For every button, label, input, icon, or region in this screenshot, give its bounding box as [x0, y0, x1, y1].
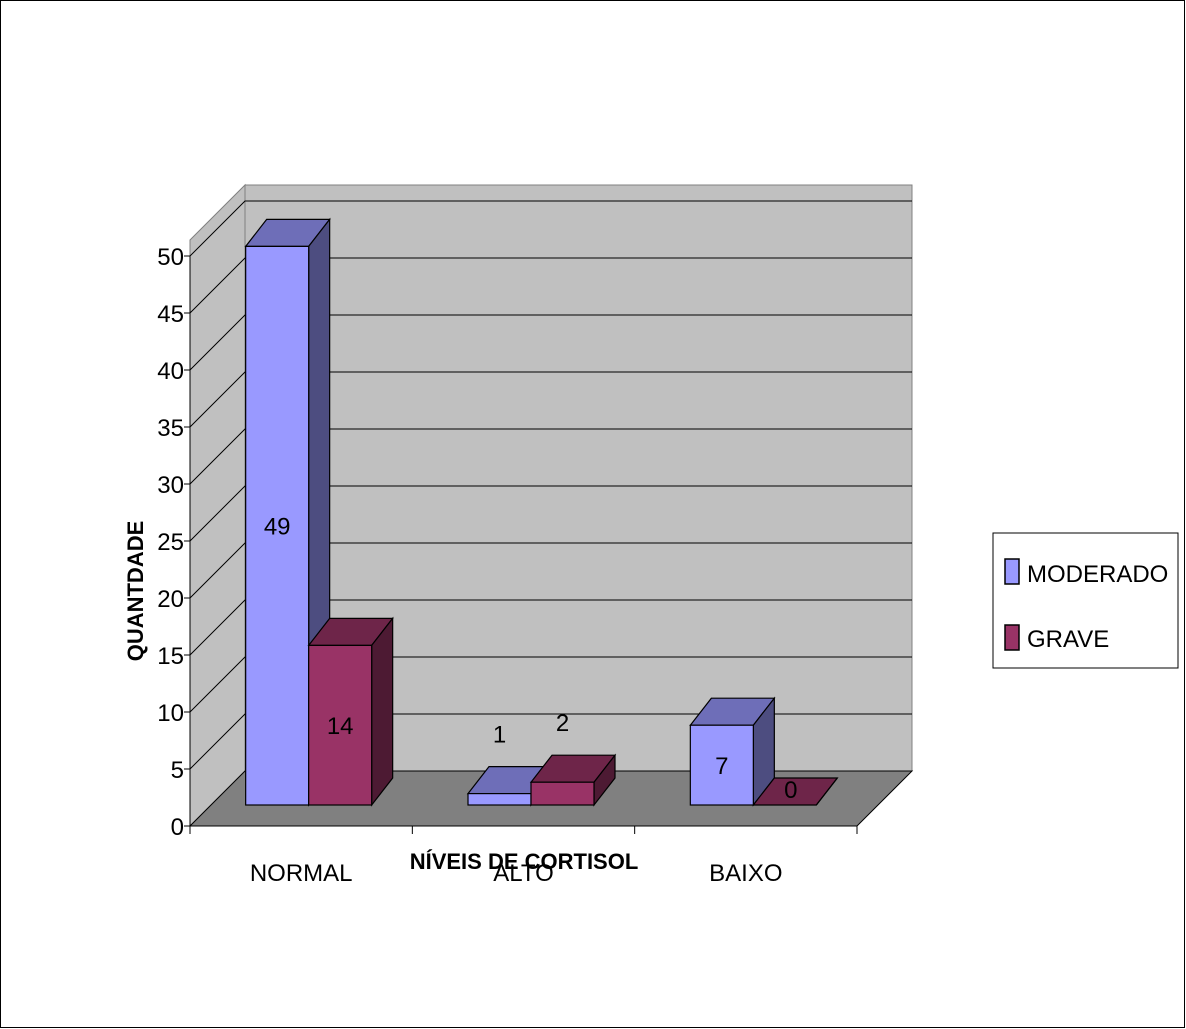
legend-label-moderado: MODERADO	[1027, 561, 1168, 588]
legend-box	[992, 532, 1179, 669]
bar-side	[371, 616, 394, 807]
data-labels: 49 14 1 2 7 0	[264, 514, 798, 804]
bar	[689, 724, 754, 806]
y-tick-label: 5	[171, 757, 184, 784]
gridline	[189, 713, 912, 770]
bar	[308, 644, 373, 806]
y-tick-label: 30	[157, 472, 184, 499]
data-label: 1	[493, 722, 506, 749]
legend: MODERADO GRAVE	[992, 532, 1179, 669]
chart-walls	[188, 183, 914, 828]
gridlines	[189, 200, 912, 770]
data-label: 14	[327, 713, 354, 740]
y-tick-label: 35	[157, 415, 184, 442]
x-axis-title: NÍVEIS DE CORTISOL	[410, 849, 639, 874]
x-tick-label: NORMAL	[250, 860, 353, 887]
y-tick-label: 40	[157, 358, 184, 385]
y-tick-label: 0	[171, 814, 184, 841]
y-tick-label: 50	[157, 244, 184, 271]
x-tick-label: BAIXO	[709, 860, 782, 887]
x-tick-label: ALTO	[493, 860, 553, 887]
bar	[530, 781, 595, 806]
y-tick-label: 15	[157, 643, 184, 670]
data-label: 2	[556, 710, 569, 737]
bar	[467, 792, 532, 806]
bars	[244, 217, 839, 807]
data-label: 49	[264, 514, 291, 541]
gridline	[189, 257, 912, 314]
y-tick-label: 45	[157, 301, 184, 328]
gridline	[189, 314, 912, 371]
gridline	[189, 542, 912, 599]
bar-side	[815, 777, 838, 806]
gridline	[189, 371, 912, 428]
side-wall	[189, 183, 246, 828]
gridline	[189, 200, 912, 257]
legend-swatch-moderado	[1004, 558, 1020, 585]
gridline	[189, 599, 912, 656]
gridline	[189, 428, 912, 485]
y-axis-title: QUANTDADE	[123, 521, 148, 662]
legend-swatch-grave	[1004, 624, 1020, 651]
data-label: 7	[715, 753, 728, 780]
gridline	[189, 656, 912, 713]
y-tick-label: 20	[157, 586, 184, 613]
gridline	[189, 485, 912, 542]
y-tick-label: 25	[157, 529, 184, 556]
legend-label-grave: GRAVE	[1027, 626, 1109, 653]
data-label: 0	[784, 777, 797, 804]
y-tick-label: 10	[157, 700, 184, 727]
bar	[245, 245, 310, 806]
